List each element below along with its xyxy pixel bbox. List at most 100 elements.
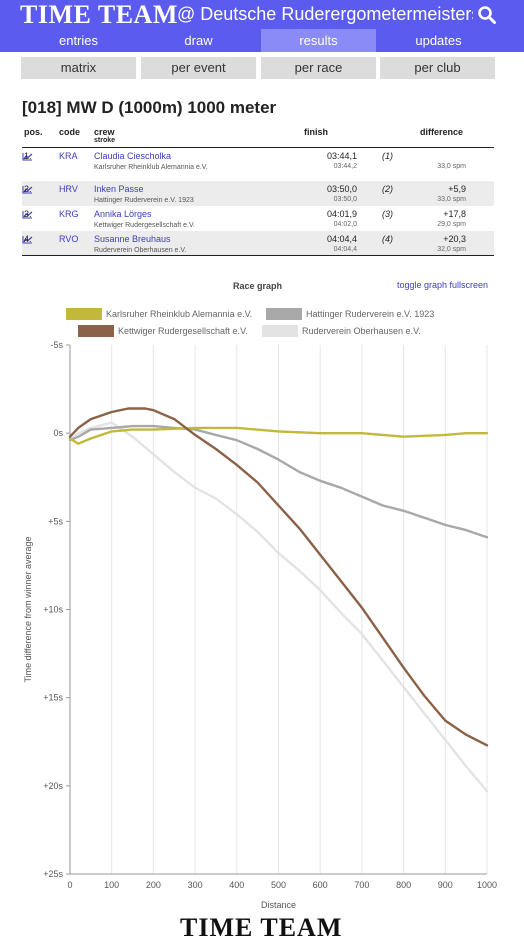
row-rank: (3) bbox=[382, 209, 393, 219]
subnav-matrix[interactable]: matrix bbox=[21, 57, 136, 79]
header-code: code bbox=[59, 127, 81, 137]
series-line-2 bbox=[68, 407, 489, 747]
row-finish: 04:04,4 bbox=[326, 234, 357, 244]
legend-label: Karlsruher Rheinklub Alemannia e.V. bbox=[106, 309, 253, 319]
race-graph-chart: 0 100 200 300 400 500 600 700 800 900 1000 -5s 0s +5s… bbox=[23, 340, 497, 910]
x-tick-label: 100 bbox=[104, 880, 119, 890]
row-club: Ruderverein Oberhausen e.V. bbox=[94, 247, 187, 254]
table-row: 3. KRG Annika Lörges Kettwiger Rudergese… bbox=[22, 206, 494, 231]
table-row: 1. KRA Claudia Ciescholka Karlsruher Rhe… bbox=[22, 148, 494, 181]
table-header: pos. code crew stroke finish difference bbox=[22, 124, 494, 148]
y-tick-label: +25s bbox=[43, 869, 63, 879]
row-club: Hattinger Ruderverein e.V. 1923 bbox=[94, 197, 194, 204]
row-finish: 04:01,9 bbox=[326, 209, 357, 219]
x-tick-label: 500 bbox=[271, 880, 286, 890]
row-finish: 03:50,0 bbox=[326, 184, 357, 194]
row-pos: 3. bbox=[24, 209, 32, 219]
row-pos: 4. bbox=[24, 234, 32, 244]
row-finish-raw: 04:02,0 bbox=[333, 221, 357, 228]
brand-logo[interactable]: TIME TEAM bbox=[20, 0, 178, 29]
table-row: 4. RVO Susanne Breuhaus Ruderverein Ober… bbox=[22, 231, 494, 256]
legend-label: Hattinger Ruderverein e.V. 1923 bbox=[306, 309, 435, 319]
x-tick-label: 900 bbox=[438, 880, 453, 890]
subnav-per-event[interactable]: per event bbox=[141, 57, 256, 79]
line-chart-icon[interactable] bbox=[22, 210, 33, 219]
row-club: Karlsruher Rheinklub Alemannia e.V. bbox=[94, 164, 208, 171]
line-chart-icon[interactable] bbox=[22, 185, 33, 194]
footer-logo: TIME TEAM bbox=[180, 913, 343, 940]
header-difference: difference bbox=[420, 127, 464, 137]
x-tick-label: 600 bbox=[313, 880, 328, 890]
x-tick-label: 400 bbox=[229, 880, 244, 890]
search-icon bbox=[478, 6, 496, 24]
series-line-0 bbox=[68, 426, 489, 445]
row-code-link[interactable]: RVO bbox=[59, 234, 79, 244]
x-tick-label: 1000 bbox=[477, 880, 497, 890]
row-pos: 1. bbox=[24, 151, 32, 161]
legend-label: Kettwiger Rudergesellschaft e.V. bbox=[118, 326, 248, 336]
row-rank: (2) bbox=[382, 184, 393, 194]
row-spm: 29,0 spm bbox=[437, 221, 466, 228]
y-axis-label: Time difference from winner average bbox=[23, 536, 33, 682]
legend-item-rvo[interactable]: Ruderverein Oberhausen e.V. bbox=[262, 325, 462, 337]
top-bar: TIME TEAM @ Deutsche Ruderergometermeist… bbox=[0, 0, 524, 29]
row-crew-link[interactable]: Annika Lörges bbox=[94, 209, 152, 219]
table-row: 2. HRV Inken Passe Hattinger Ruderverein… bbox=[22, 181, 494, 206]
row-finish-raw: 04:04,4 bbox=[333, 246, 357, 253]
y-tick-label: +10s bbox=[43, 605, 63, 615]
y-tick-label: -5s bbox=[50, 340, 63, 350]
subnav-per-club[interactable]: per club bbox=[380, 57, 495, 79]
row-finish-raw: 03:50,0 bbox=[333, 196, 357, 203]
row-crew-link[interactable]: Claudia Ciescholka bbox=[94, 151, 172, 161]
row-club: Kettwiger Rudergesellschaft e.V. bbox=[94, 222, 195, 229]
row-crew-link[interactable]: Susanne Breuhaus bbox=[94, 234, 171, 244]
row-finish: 03:44,1 bbox=[326, 151, 357, 161]
row-crew-link[interactable]: Inken Passe bbox=[94, 184, 144, 194]
y-tick-label: +15s bbox=[43, 693, 63, 703]
row-finish-raw: 03:44,2 bbox=[333, 163, 357, 170]
row-spm: 32,0 spm bbox=[437, 246, 466, 253]
header-finish: finish bbox=[304, 127, 328, 137]
header-stroke: stroke bbox=[94, 137, 116, 144]
legend-item-hrv[interactable]: Hattinger Ruderverein e.V. 1923 bbox=[266, 308, 466, 320]
row-code-link[interactable]: KRG bbox=[59, 209, 79, 219]
tab-draw[interactable]: draw bbox=[184, 33, 213, 48]
row-spm: 33,0 spm bbox=[437, 196, 466, 203]
header-pos: pos. bbox=[24, 127, 43, 137]
line-chart-icon[interactable] bbox=[22, 235, 33, 244]
row-difference: +20,3 bbox=[443, 234, 466, 244]
tab-updates[interactable]: updates bbox=[415, 33, 462, 48]
row-spm: 33,0 spm bbox=[437, 163, 466, 170]
x-tick-label: 0 bbox=[67, 880, 72, 890]
series-line-1 bbox=[68, 424, 489, 539]
y-tick-label: +20s bbox=[43, 781, 63, 791]
row-difference: +17,8 bbox=[443, 209, 466, 219]
subnav-per-race[interactable]: per race bbox=[261, 57, 376, 79]
main-nav: entries draw results updates bbox=[0, 29, 524, 52]
row-code-link[interactable]: HRV bbox=[59, 184, 78, 194]
graph-title: Race graph bbox=[233, 281, 283, 291]
x-tick-label: 700 bbox=[354, 880, 369, 890]
tab-results[interactable]: results bbox=[261, 29, 376, 52]
legend-item-krg[interactable]: Kettwiger Rudergesellschaft e.V. bbox=[78, 325, 268, 337]
x-tick-label: 300 bbox=[188, 880, 203, 890]
row-rank: (1) bbox=[382, 151, 393, 161]
legend-swatch bbox=[266, 308, 302, 320]
legend-label: Ruderverein Oberhausen e.V. bbox=[302, 326, 421, 336]
row-rank: (4) bbox=[382, 234, 393, 244]
row-code-link[interactable]: KRA bbox=[59, 151, 78, 161]
x-tick-label: 800 bbox=[396, 880, 411, 890]
toggle-fullscreen-link[interactable]: toggle graph fullscreen bbox=[397, 280, 489, 290]
legend-item-kra[interactable]: Karlsruher Rheinklub Alemannia e.V. bbox=[66, 308, 266, 320]
event-title: @ Deutsche Ruderergometermeisterschaften bbox=[177, 4, 473, 24]
search-button[interactable] bbox=[476, 4, 498, 26]
race-title: [018] MW D (1000m) 1000 meter bbox=[22, 98, 277, 117]
x-tick-label: 200 bbox=[146, 880, 161, 890]
legend-swatch bbox=[262, 325, 298, 337]
x-axis-label: Distance bbox=[261, 900, 296, 910]
line-chart-icon[interactable] bbox=[22, 152, 33, 161]
tab-entries[interactable]: entries bbox=[58, 33, 99, 48]
y-tick-label: 0s bbox=[53, 428, 63, 438]
header-crew: crew bbox=[94, 127, 115, 137]
row-pos: 2. bbox=[24, 184, 32, 194]
